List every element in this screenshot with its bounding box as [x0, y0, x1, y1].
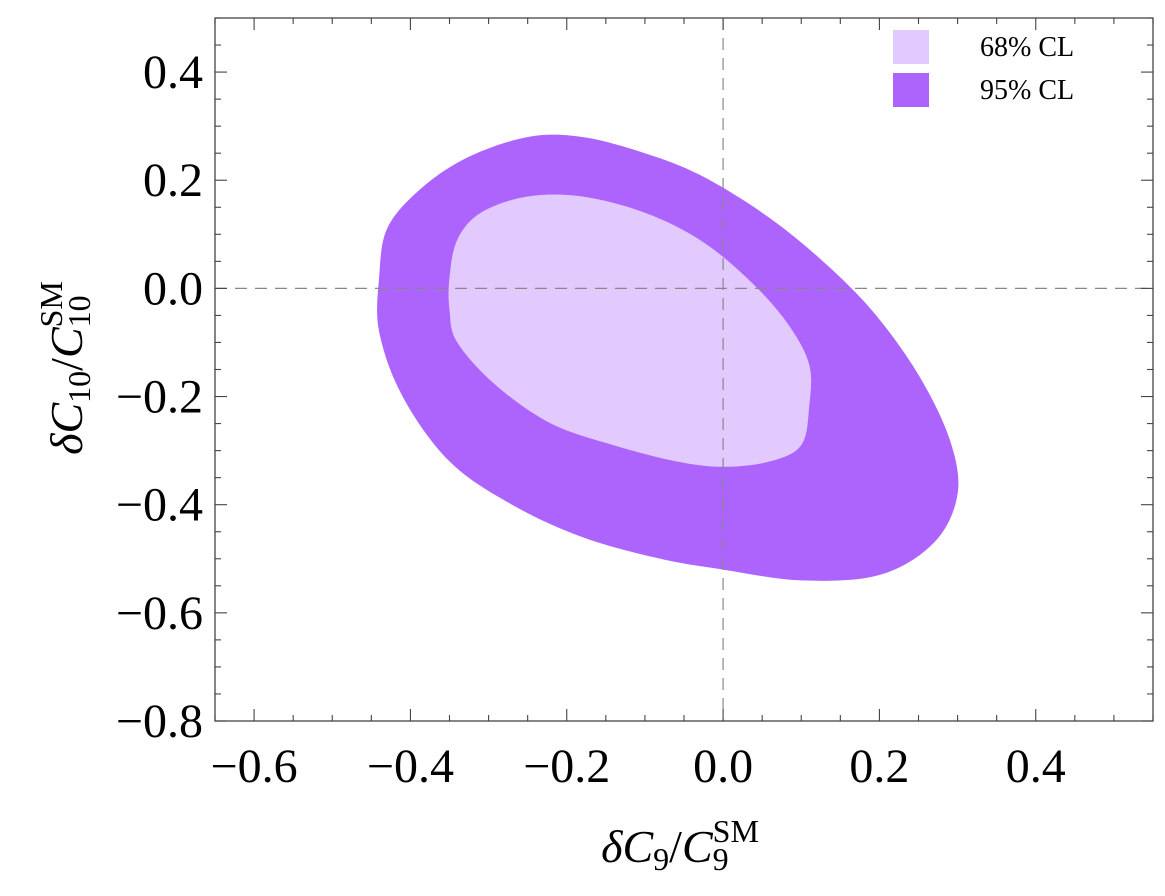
region-68-cl	[448, 194, 812, 467]
y-tick-label: −0.8	[116, 695, 203, 748]
y-tick-label: 0.0	[143, 262, 203, 315]
y-tick-labels: 0.4 0.2 0.0 −0.2 −0.4 −0.6 −0.8	[116, 46, 203, 748]
x-axis-label: δC9/C9SM	[601, 813, 759, 877]
y-tick-label: 0.4	[143, 46, 203, 99]
legend-label: 95% CL	[980, 75, 1074, 106]
y-tick-label: 0.2	[143, 154, 203, 207]
x-tick-label: −0.2	[523, 740, 610, 793]
x-tick-label: 0.2	[849, 740, 909, 793]
x-tick-label: −0.4	[367, 740, 454, 793]
legend-swatch	[893, 73, 929, 107]
y-axis-label: δC10/C10SM	[33, 281, 97, 455]
legend-swatch	[893, 30, 929, 64]
legend-label: 68% CL	[980, 32, 1074, 63]
x-tick-label: −0.6	[211, 740, 298, 793]
axis-ticks	[214, 17, 1154, 722]
x-tick-labels: −0.6 −0.4 −0.2 0.0 0.2 0.4	[211, 740, 1066, 793]
y-tick-label: −0.2	[116, 371, 203, 424]
legend: 68% CL 95% CL	[893, 30, 1074, 107]
x-tick-label: 0.4	[1006, 740, 1066, 793]
confidence-regions	[377, 134, 959, 581]
y-tick-label: −0.6	[116, 587, 203, 640]
y-tick-label: −0.4	[116, 479, 203, 532]
x-tick-label: 0.0	[693, 740, 753, 793]
